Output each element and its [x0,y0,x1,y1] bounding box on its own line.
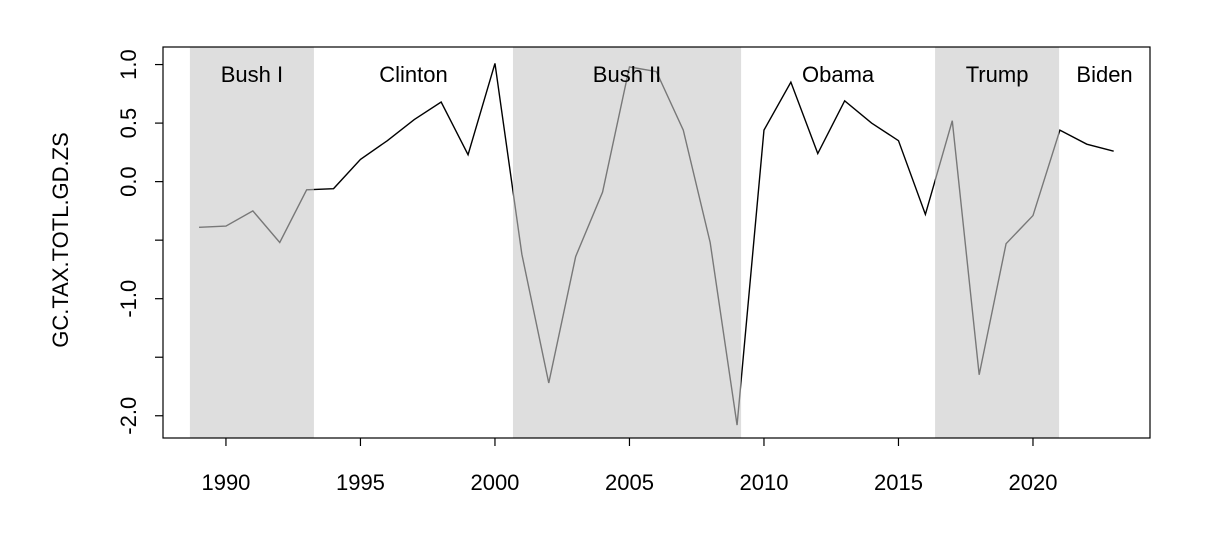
y-axis-label: GC.TAX.TOTL.GD.ZS [48,132,73,348]
x-tick-label: 2015 [874,470,923,495]
x-tick-label: 2010 [739,470,788,495]
period-label: Bush I [221,62,283,87]
y-tick-label: 1.0 [116,49,141,80]
x-tick-label: 2000 [470,470,519,495]
x-tick-label: 2005 [605,470,654,495]
x-tick-label: 1995 [336,470,385,495]
period-shade [189,47,314,438]
period-shade [512,47,742,438]
period-label: Clinton [379,62,447,87]
period-shade [1059,47,1150,438]
period-label: Bush II [593,62,661,87]
period-shade [741,47,935,438]
x-tick-label: 1990 [201,470,250,495]
period-label: Obama [802,62,875,87]
period-label: Biden [1076,62,1132,87]
y-tick-label: 0.5 [116,108,141,139]
y-tick-label: -2.0 [116,397,141,435]
x-tick-label: 2020 [1009,470,1058,495]
plot-frame [162,46,1151,439]
y-tick-label: -1.0 [116,280,141,318]
period-label: Trump [966,62,1029,87]
y-tick-label: 0.0 [116,166,141,197]
period-shade [935,47,1060,438]
